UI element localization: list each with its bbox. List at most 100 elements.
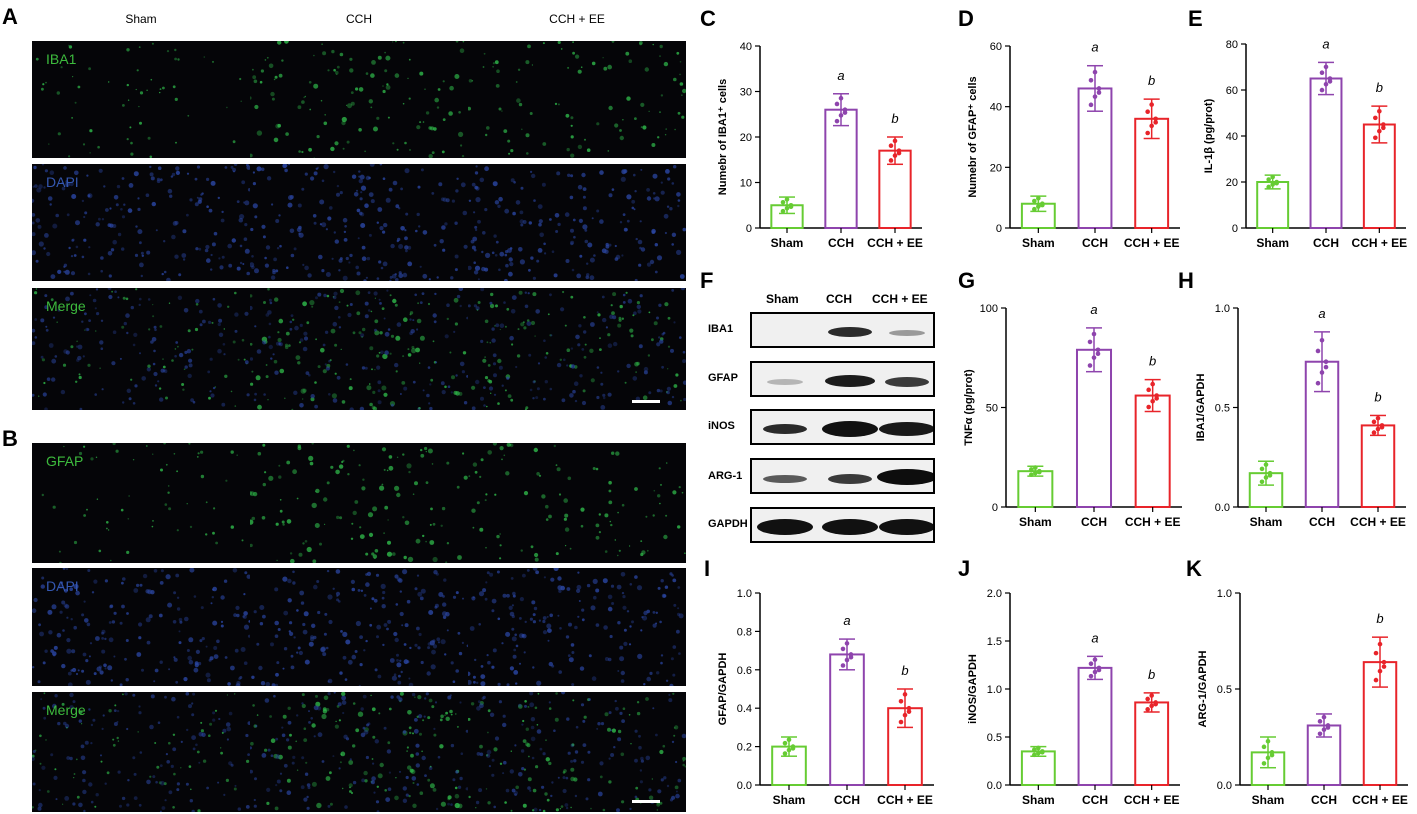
data-point <box>1323 359 1329 365</box>
data-point <box>1032 198 1037 204</box>
data-point <box>1323 81 1329 87</box>
chart-e-il1b: 0 20 40 60 80 IL-1β (pg/prot) Sham a CCH b CCH + E… <box>1203 36 1407 250</box>
stain-label: Merge <box>46 298 86 314</box>
data-point <box>1327 79 1333 84</box>
data-point <box>1092 669 1098 675</box>
bar <box>1134 394 1171 508</box>
data-point <box>892 153 898 158</box>
y-axis-label: TNFα (pg/prot) <box>963 369 975 446</box>
panel-letter-c: C <box>700 6 716 31</box>
micrograph-a-merge-cch <box>250 288 468 410</box>
data-point <box>834 101 840 107</box>
micrograph-a-dapi-cch <box>250 164 468 281</box>
chart-h-iba1-gapdh: 0.0 0.5 1.0 IBA1/GAPDH Sham a CCH b CCH + EE <box>1195 303 1406 529</box>
y-tick-label: 30 <box>740 87 752 99</box>
y-tick-label: 1.5 <box>987 636 1002 648</box>
column-title-sham: Sham <box>125 12 157 26</box>
data-point <box>1321 714 1327 720</box>
data-point <box>898 698 904 704</box>
data-point <box>1096 90 1102 95</box>
data-point <box>1095 347 1101 353</box>
y-tick-label: 1.0 <box>737 588 752 600</box>
category-label: CCH <box>1311 793 1337 807</box>
significance-label: b <box>1376 611 1383 626</box>
data-point <box>1259 466 1265 472</box>
data-point <box>1373 135 1378 141</box>
y-tick-label: 0.8 <box>737 626 752 638</box>
y-tick-label: 1.0 <box>987 684 1002 696</box>
data-point <box>1319 337 1325 343</box>
y-tick-label: 0.6 <box>737 665 752 677</box>
data-point <box>1153 120 1158 125</box>
scale-bar <box>632 800 660 803</box>
chart-g-tnfa: 0 50 100 TNFα (pg/prot) Sham a CCH b CCH + EE <box>963 302 1182 529</box>
data-point <box>1377 641 1383 647</box>
column-title-cch-ee: CCH + EE <box>549 12 605 26</box>
y-tick-label: 1.0 <box>1217 588 1232 600</box>
y-tick-label: 0 <box>746 223 752 235</box>
data-point <box>902 712 908 718</box>
y-tick-label: 0 <box>1232 223 1238 235</box>
data-point <box>786 747 792 753</box>
data-point <box>1088 673 1094 679</box>
data-point <box>902 692 908 697</box>
data-point <box>1261 744 1267 750</box>
data-point <box>834 118 840 124</box>
data-point <box>1377 108 1382 114</box>
data-point <box>780 208 786 214</box>
micrograph-b-gfap-cch-ee <box>468 443 686 563</box>
data-point <box>1321 727 1327 732</box>
data-point <box>1319 370 1325 375</box>
data-point <box>1036 750 1041 756</box>
stain-label: DAPI <box>46 578 79 594</box>
wb-strip-gfap <box>750 361 935 397</box>
y-tick-label: 0.4 <box>737 703 752 715</box>
panel-letter-d: D <box>958 6 974 31</box>
y-tick-label: 80 <box>1226 39 1238 51</box>
chart-c-iba1-cells: 0 10 20 30 40 Numebr of IBA1⁺ cells Sham a CCH b C… <box>717 41 923 250</box>
bar <box>829 653 865 786</box>
data-point <box>1029 472 1034 478</box>
y-tick-label: 2.0 <box>987 588 1002 600</box>
significance-label: b <box>1148 667 1155 682</box>
data-point <box>1150 381 1155 387</box>
micrograph-b-dapi-sham: DAPI <box>32 568 250 686</box>
panel-letter-a: A <box>2 4 18 29</box>
y-tick-label: 40 <box>1226 131 1238 143</box>
data-point <box>1145 109 1150 115</box>
category-label: CCH <box>828 236 854 250</box>
data-point <box>1040 749 1045 755</box>
bar <box>1134 701 1170 786</box>
category-label: CCH + EE <box>1351 236 1407 250</box>
data-point <box>1270 182 1275 187</box>
category-label: CCH + EE <box>1125 515 1181 529</box>
significance-label: b <box>891 111 898 126</box>
data-point <box>892 138 898 144</box>
data-point <box>1096 86 1102 91</box>
wb-column-cch-ee: CCH + EE <box>872 292 928 306</box>
panel-letter-i: I <box>704 556 711 581</box>
data-point <box>1266 177 1271 182</box>
data-point <box>1149 693 1154 698</box>
y-tick-label: 0.0 <box>1217 780 1232 792</box>
category-label: Sham <box>1022 236 1055 250</box>
y-axis-label: Numebr of IBA1⁺ cells <box>717 79 729 195</box>
y-tick-label: 40 <box>740 41 752 53</box>
panel-letter-f: F <box>700 268 714 293</box>
y-tick-label: 0.2 <box>737 742 752 754</box>
wb-strip-inos <box>750 409 935 445</box>
data-point <box>1373 677 1379 683</box>
panel-letter-h: H <box>1178 268 1194 293</box>
data-point <box>1263 462 1269 467</box>
y-axis-label: iNOS/GAPDH <box>967 654 979 724</box>
data-point <box>1087 363 1093 368</box>
category-label: Sham <box>773 793 806 807</box>
data-point <box>1153 701 1158 707</box>
data-point <box>1265 755 1271 761</box>
data-point <box>848 654 854 660</box>
data-point <box>784 205 790 211</box>
data-point <box>1087 339 1093 345</box>
wb-strip-gapdh <box>750 507 935 543</box>
data-point <box>838 113 844 118</box>
y-axis-label: GFAP/GAPDH <box>717 653 729 726</box>
